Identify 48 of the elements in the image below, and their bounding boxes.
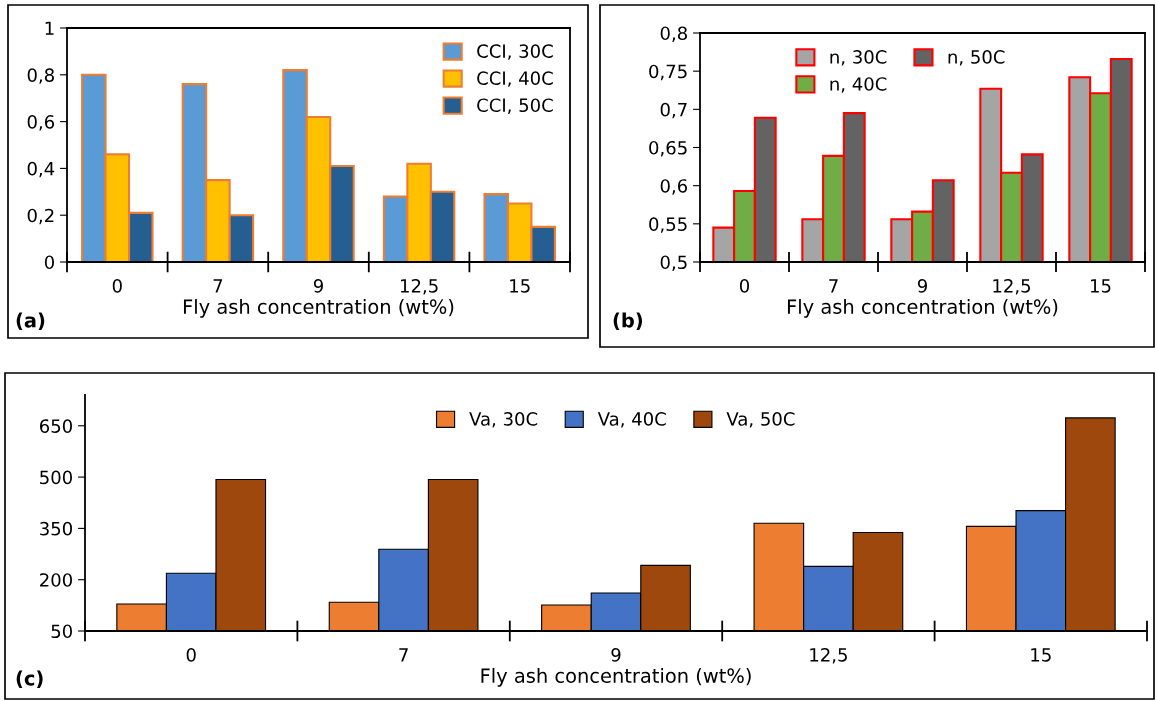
x-tick-label: 9 xyxy=(313,278,323,293)
legend-label: CCI, 50C xyxy=(477,98,553,114)
x-tick-label: 15 xyxy=(1091,279,1111,293)
y-tick-label: 0,6 xyxy=(27,115,55,131)
x-axis-title: Fly ash concentration (wt%) xyxy=(787,298,1058,318)
text: (c) xyxy=(16,670,43,688)
x-tick-label: 12,5 xyxy=(400,278,438,295)
y-tick-label: 0,4 xyxy=(27,161,55,178)
y-tick-label: 0,2 xyxy=(27,208,54,225)
y-tick-label: 0,8 xyxy=(27,68,54,84)
x-tick-label: 12,5 xyxy=(993,278,1031,295)
legend-label: n, 30C xyxy=(830,50,887,66)
legend-label: Va, 50C xyxy=(726,412,795,428)
x-tick-label: 0 xyxy=(186,647,196,662)
x-axis-title: Fly ash concentration (wt%) xyxy=(183,298,454,318)
legend-label: Va, 30C xyxy=(469,412,538,428)
y-tick-label: 0,7 xyxy=(660,102,687,119)
y-tick-label: 0,8 xyxy=(660,26,687,42)
x-tick-label: 9 xyxy=(611,647,621,662)
x-tick-label: 7 xyxy=(213,279,223,293)
x-tick-label: 9 xyxy=(917,278,927,293)
text: (a) xyxy=(16,312,45,330)
legend-label: CCI, 30C xyxy=(477,44,553,60)
y-tick-label: 350 xyxy=(40,521,72,536)
y-tick-label: 1 xyxy=(45,21,54,35)
y-tick-label: 0,6 xyxy=(660,179,688,195)
legend-label: Va, 40C xyxy=(597,412,666,428)
y-tick-label: 50 xyxy=(51,624,72,639)
x-tick-label: 7 xyxy=(399,648,408,662)
y-tick-label: 0 xyxy=(44,255,54,270)
legend-label: CCI, 40C xyxy=(477,71,553,87)
x-tick-label: 0 xyxy=(739,278,750,293)
x-tick-label: 12,5 xyxy=(810,647,847,664)
x-tick-label: 7 xyxy=(829,279,838,293)
y-tick-label: 200 xyxy=(40,573,72,587)
text: (b) xyxy=(613,312,643,330)
x-tick-label: 15 xyxy=(1031,648,1051,662)
y-tick-label: 650 xyxy=(39,419,72,433)
y-tick-label: 0,65 xyxy=(649,140,687,157)
x-tick-label: 0 xyxy=(112,278,122,293)
legend-label: n, 40C xyxy=(830,77,887,93)
y-tick-label: 0,55 xyxy=(649,217,687,233)
y-tick-label: 500 xyxy=(40,470,72,485)
legend-label: n, 50C xyxy=(948,50,1005,66)
y-tick-label: 0,75 xyxy=(649,64,687,81)
x-axis-title: Fly ash concentration (wt%) xyxy=(481,667,751,687)
y-tick-label: 0,5 xyxy=(660,255,687,271)
x-tick-label: 15 xyxy=(510,279,530,293)
